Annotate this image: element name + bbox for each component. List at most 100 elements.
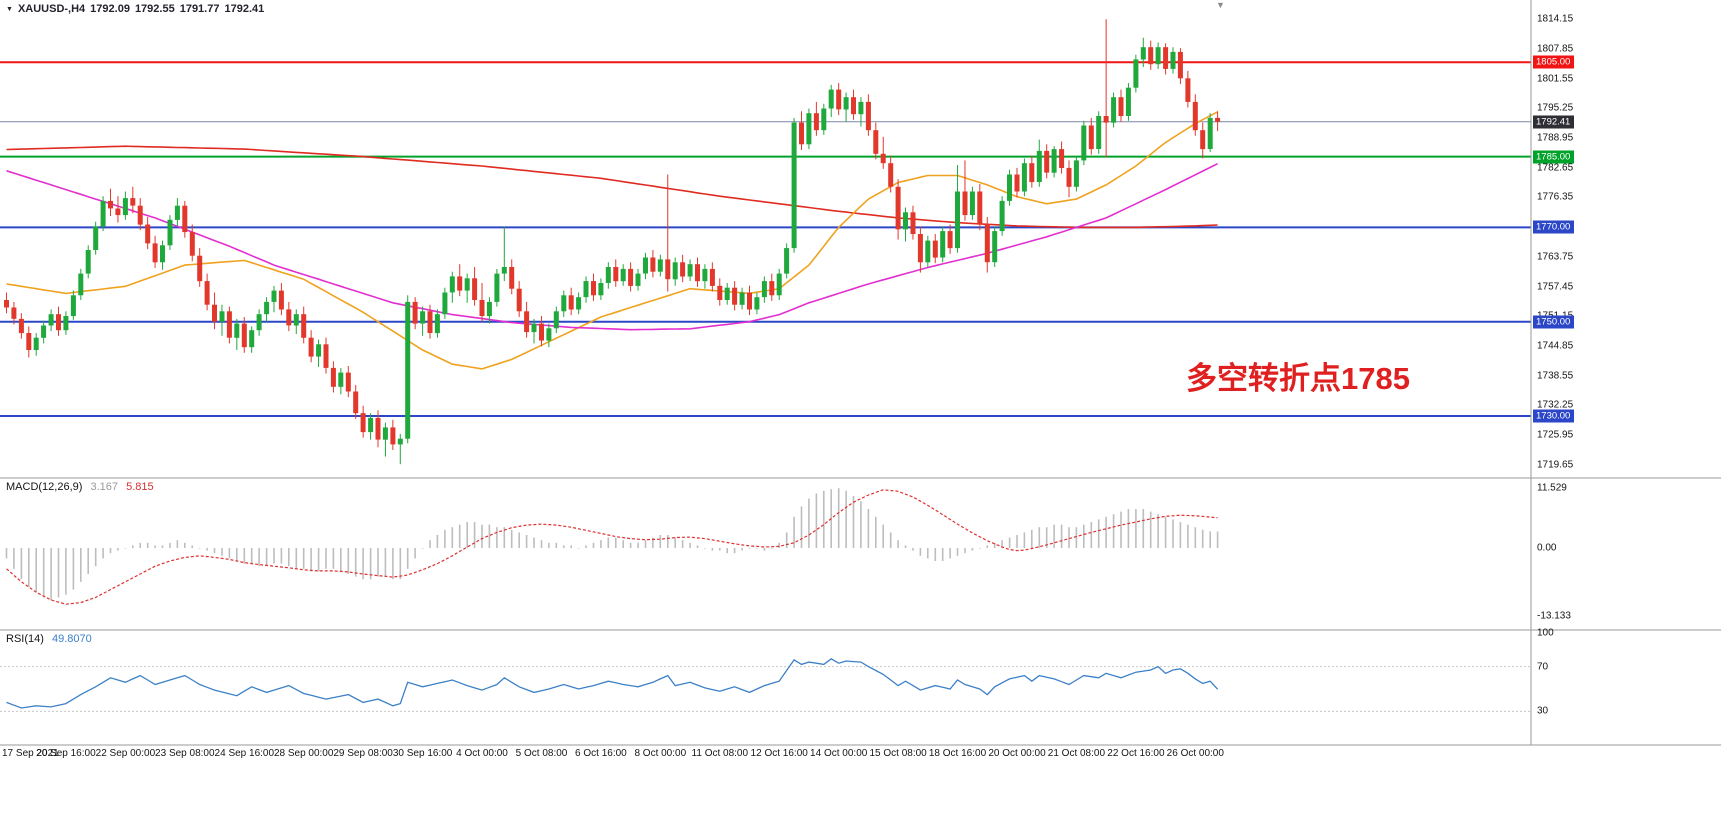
macd-histogram-bar	[600, 540, 602, 548]
macd-histogram-bar	[1053, 524, 1055, 548]
macd-histogram-bar	[473, 522, 476, 548]
annotation-text[interactable]: 多空转折点1785	[1186, 361, 1410, 396]
candle-body	[189, 232, 195, 256]
macd-histogram-bar	[42, 548, 45, 598]
candle-body	[1081, 125, 1087, 161]
candle-body	[316, 344, 322, 357]
candle-body	[1044, 150, 1050, 173]
macd-histogram-bar	[325, 548, 327, 569]
candle-body	[93, 226, 99, 250]
macd-histogram-bar	[124, 548, 127, 549]
macd-histogram-bar	[503, 527, 506, 548]
macd-histogram-bar	[340, 548, 342, 572]
candle-body	[1215, 117, 1221, 122]
candle-body	[56, 314, 61, 331]
candle-body	[665, 259, 671, 280]
macd-histogram-bar	[1187, 524, 1189, 548]
symbol-and-period: XAUUSD-,H4	[17, 3, 86, 15]
candle-body	[137, 205, 143, 225]
candle-body	[657, 259, 663, 272]
candle-body	[732, 287, 738, 305]
candle-body	[1155, 47, 1161, 65]
candle-body	[1014, 174, 1020, 192]
candle-body	[709, 268, 715, 286]
macd-histogram-bar	[429, 540, 431, 548]
candle-body	[769, 281, 775, 296]
macd-histogram-bar	[221, 548, 223, 556]
macd-histogram-bar	[384, 548, 387, 577]
candle-body	[947, 231, 953, 249]
candle-body	[695, 264, 700, 282]
macd-histogram-bar	[904, 545, 907, 548]
macd-histogram-bar	[87, 548, 89, 574]
candle-body	[828, 89, 834, 109]
candle-body	[799, 122, 804, 145]
macd-histogram-bar	[808, 498, 810, 548]
macd-histogram-bar	[414, 548, 416, 559]
macd-histogram-bar	[236, 548, 238, 561]
candle-body	[1021, 163, 1027, 192]
macd-histogram-bar	[585, 545, 587, 548]
candle-body	[1111, 97, 1117, 123]
chart-shift-marker-icon[interactable]: ▼	[1216, 0, 1225, 10]
macd-histogram-bar	[1038, 527, 1041, 548]
macd-histogram-bar	[377, 548, 379, 577]
candle-body	[813, 113, 819, 131]
macd-histogram-bar	[875, 516, 877, 548]
macd-histogram-bar	[1045, 527, 1048, 548]
macd-histogram-bar	[622, 540, 624, 548]
candle-body	[427, 311, 433, 333]
candle-body	[212, 304, 217, 322]
macd-histogram-bar	[1068, 527, 1070, 548]
macd-signal-value: 5.815	[126, 481, 154, 493]
candle-body	[865, 101, 871, 131]
candle-body	[249, 330, 255, 348]
candle-body	[278, 290, 284, 310]
candle-body	[650, 257, 656, 272]
candle-body	[888, 163, 894, 187]
candle-body	[553, 311, 559, 329]
candle-body	[635, 273, 641, 286]
macd-histogram-bar	[28, 548, 30, 587]
candle-body	[472, 278, 478, 300]
candle-body	[591, 281, 596, 296]
candle-body	[256, 314, 262, 331]
macd-histogram-bar	[726, 548, 728, 554]
macd-histogram-bar	[154, 545, 156, 548]
macd-histogram-bar	[280, 548, 283, 564]
candle-body	[323, 344, 329, 368]
macd-histogram-bar	[696, 545, 699, 548]
candle-body	[1073, 160, 1079, 187]
macd-histogram-bar	[362, 548, 364, 580]
candle-body	[264, 301, 270, 315]
candle-body	[984, 224, 990, 263]
candle-body	[524, 311, 530, 333]
macd-histogram-bar	[518, 532, 520, 548]
candle-body	[26, 333, 32, 350]
candle-body	[1140, 47, 1146, 60]
macd-histogram-bar	[13, 548, 15, 569]
candle-body	[680, 262, 686, 277]
macd-histogram-bar	[288, 548, 290, 567]
macd-histogram-bar	[198, 548, 201, 549]
macd-histogram-bar	[845, 490, 847, 548]
macd-histogram-bar	[711, 548, 714, 551]
candle-body	[108, 200, 113, 209]
candle-body	[806, 113, 812, 145]
candle-body	[130, 198, 136, 206]
candle-body	[1096, 116, 1102, 149]
candle-body	[100, 200, 106, 227]
macd-histogram-bar	[637, 542, 639, 548]
candle-body	[1007, 174, 1012, 201]
candle-body	[910, 212, 916, 234]
macd-histogram-bar	[80, 548, 82, 582]
candle-body	[531, 323, 537, 333]
candle-body	[286, 309, 292, 326]
candle-body	[568, 295, 574, 310]
macd-histogram-bar	[540, 540, 543, 548]
candle-body	[903, 212, 908, 230]
macd-histogram-bar	[837, 488, 840, 548]
macd-histogram-bar	[1194, 527, 1197, 548]
macd-histogram-bar	[778, 542, 780, 548]
